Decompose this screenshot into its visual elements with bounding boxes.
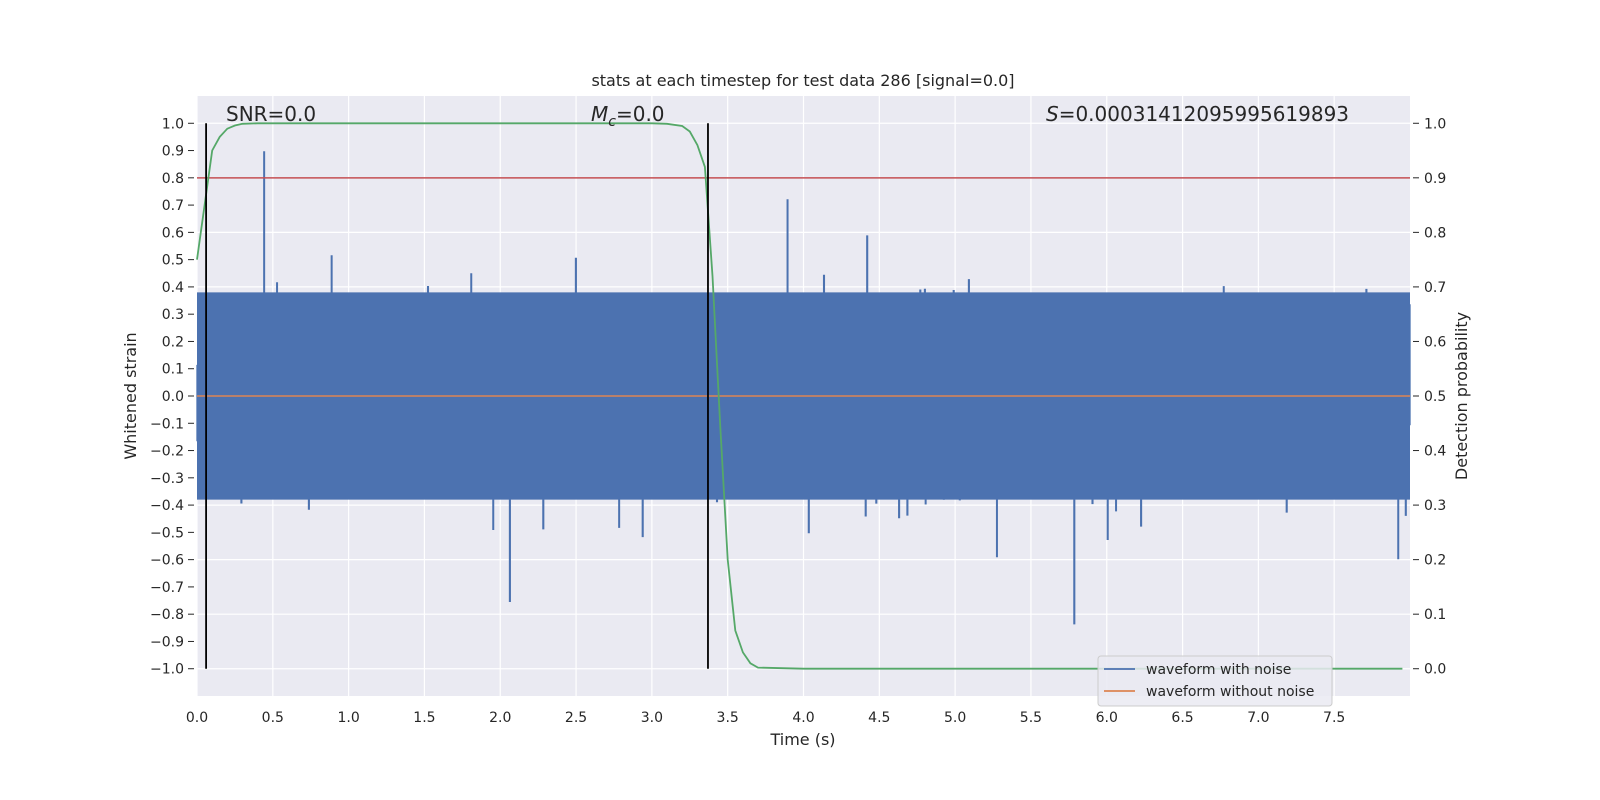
- y-tick-label-20: −1.0: [150, 662, 184, 678]
- annotation-snr-text: SNR=0.0: [226, 102, 316, 126]
- y2-tick-label-7: 0.3: [1424, 498, 1446, 514]
- annotation-mc-symbol: M: [591, 102, 608, 126]
- y-tick-label-17: −0.7: [150, 580, 184, 596]
- x-tick-label-4: 2.0: [489, 710, 511, 726]
- y-tick-label-4: 0.6: [162, 225, 184, 241]
- y-tick-label-6: 0.4: [162, 280, 184, 296]
- y2-tick-label-10: 0.0: [1424, 662, 1446, 678]
- x-tick-label-2: 1.0: [337, 710, 359, 726]
- y2-tick-label-0: 1.0: [1424, 116, 1446, 132]
- y2-tick-label-5: 0.5: [1424, 389, 1446, 405]
- x-tick-label-13: 6.5: [1171, 710, 1193, 726]
- legend-box: [1097, 655, 1333, 707]
- x-tick-label-12: 6.0: [1096, 710, 1118, 726]
- y-tick-label-14: −0.4: [150, 498, 184, 514]
- y-tick-label-10: 0.0: [162, 389, 184, 405]
- x-tick-label-6: 3.0: [641, 710, 663, 726]
- annotation-s-symbol: S: [1046, 102, 1059, 126]
- chart-title: stats at each timestep for test data 286…: [591, 71, 1014, 90]
- y-tick-label-9: 0.1: [162, 362, 184, 378]
- y2-tick-label-8: 0.2: [1424, 553, 1446, 569]
- y2-tick-label-2: 0.8: [1424, 225, 1446, 241]
- y2-tick-label-6: 0.4: [1424, 444, 1446, 460]
- x-axis-label: Time (s): [769, 730, 835, 749]
- y-tick-label-18: −0.8: [150, 607, 184, 623]
- y-tick-label-15: −0.5: [150, 525, 184, 541]
- y-tick-label-19: −0.9: [150, 634, 184, 650]
- y2-axis-ticks: 1.0 0.9 0.8 0.7 0.6 0.5 0.4 0.3 0.2 0.1 0.0: [1413, 116, 1446, 678]
- y-tick-label-3: 0.7: [162, 198, 184, 214]
- y-tick-label-13: −0.3: [150, 471, 184, 487]
- legend-label-clean: waveform without noise: [1146, 684, 1314, 700]
- legend: waveform with noise waveform without noi…: [1097, 655, 1333, 707]
- y2-tick-label-3: 0.7: [1424, 280, 1446, 296]
- y-axis-ticks: 1.0 0.9 0.8 0.7 0.6 0.5 0.4 0.3 0.2 0.1 0.0 −0.1 −0.…: [150, 116, 194, 678]
- y-tick-label-11: −0.1: [150, 416, 184, 432]
- y2-axis-label: Detection probability: [1452, 312, 1471, 480]
- y-tick-label-5: 0.5: [162, 253, 184, 269]
- x-tick-label-5: 2.5: [565, 710, 587, 726]
- y2-tick-label-1: 0.9: [1424, 171, 1446, 187]
- series-detection-probability: [196, 122, 1403, 670]
- vlines: [205, 123, 709, 669]
- x-tick-label-15: 7.5: [1323, 710, 1345, 726]
- annotation-s-value: =0.00031412095995619893: [1059, 102, 1349, 126]
- y2-tick-label-4: 0.6: [1424, 334, 1446, 350]
- x-tick-label-7: 3.5: [717, 710, 739, 726]
- x-tick-label-9: 4.5: [868, 710, 890, 726]
- x-tick-label-0: 0.0: [186, 710, 208, 726]
- annotation-snr: SNR=0.0: [226, 102, 316, 126]
- x-tick-label-3: 1.5: [413, 710, 435, 726]
- annotation-s: S=0.00031412095995619893: [1046, 102, 1349, 126]
- y-tick-label-7: 0.3: [162, 307, 184, 323]
- x-tick-label-10: 5.0: [944, 710, 966, 726]
- y2-tick-label-9: 0.1: [1424, 607, 1446, 623]
- x-axis-ticks: 0.0 0.5 1.0 1.5 2.0 2.5 3.0 3.5 4.0 4.5 5.0 5.5 6.0 6…: [186, 710, 1345, 726]
- y-tick-label-12: −0.2: [150, 444, 184, 460]
- y-axis-label: Whitened strain: [121, 332, 140, 459]
- annotation-mc: Mc=0.0: [591, 102, 665, 130]
- annotation-mc-value: =0.0: [616, 102, 665, 126]
- y-tick-label-0: 1.0: [162, 116, 184, 132]
- x-tick-label-8: 4.0: [792, 710, 814, 726]
- x-tick-label-14: 7.0: [1247, 710, 1269, 726]
- y-tick-label-1: 0.9: [162, 144, 184, 160]
- y-tick-label-2: 0.8: [162, 171, 184, 187]
- y-tick-label-16: −0.6: [150, 553, 184, 569]
- y-tick-label-8: 0.2: [162, 334, 184, 350]
- annotation-mc-subscript: c: [608, 114, 616, 130]
- x-tick-label-1: 0.5: [262, 710, 284, 726]
- legend-label-noise: waveform with noise: [1146, 662, 1291, 678]
- x-tick-label-11: 5.5: [1020, 710, 1042, 726]
